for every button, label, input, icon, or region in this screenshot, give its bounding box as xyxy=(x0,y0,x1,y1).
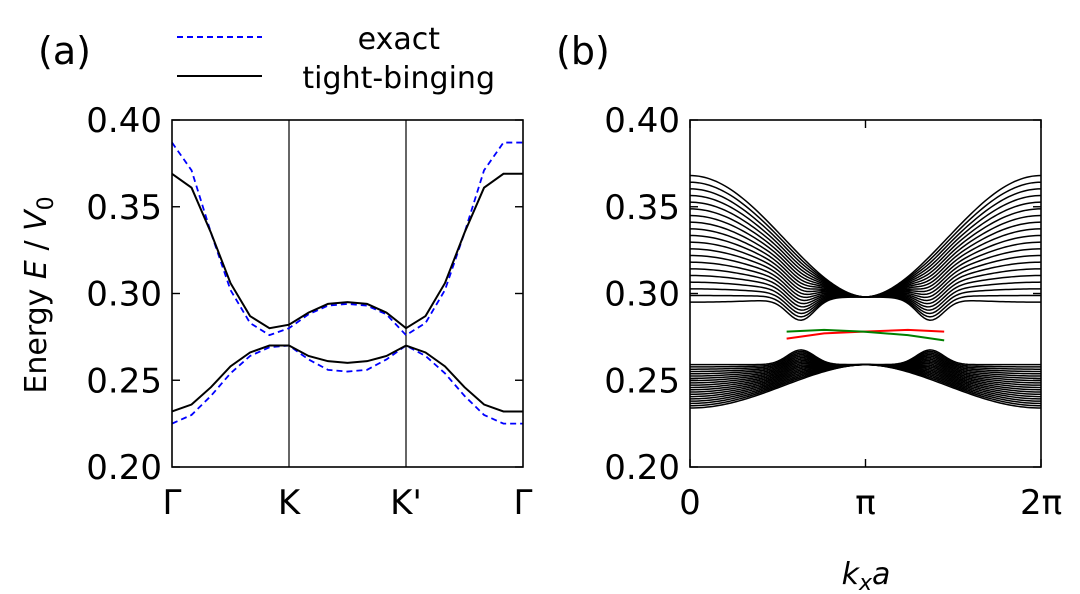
bulk-band-upper xyxy=(689,234,1042,298)
y-tick-label: 0.40 xyxy=(86,101,162,141)
legend-label-tight-binging: tight-binging xyxy=(302,61,495,96)
bulk-band-upper xyxy=(689,221,1042,298)
legend-label-exact: exact xyxy=(358,22,441,57)
y-tick-label: 0.20 xyxy=(86,448,162,488)
y-axis-label: Energy E / V0 xyxy=(19,196,59,393)
bulk-band-lower xyxy=(689,363,1042,409)
bulk-band-upper xyxy=(689,296,1041,321)
plot-area xyxy=(689,119,1042,468)
edge-state-green-line xyxy=(786,328,945,342)
x-tick-label: 0 xyxy=(679,483,701,523)
plot-frame xyxy=(171,119,524,468)
panel-a-chart: (a) exact tight-binging Energy E / V0 0.… xyxy=(19,22,533,523)
bulk-band-lower xyxy=(690,349,1041,366)
x-tick-labels: Γ K K' Γ xyxy=(163,483,533,523)
legend: exact tight-binging xyxy=(177,22,495,96)
y-tick-label: 0.25 xyxy=(604,361,680,401)
x-tick-label: π xyxy=(855,483,875,523)
panel-b-label: (b) xyxy=(556,29,610,73)
x-axis-label: kxa xyxy=(842,557,891,594)
x-tick-label: K' xyxy=(390,483,422,523)
y-tick-label: 0.35 xyxy=(604,188,680,228)
bulk-band-upper xyxy=(689,174,1042,298)
bulk-band-upper xyxy=(689,188,1042,298)
y-tick-label: 0.25 xyxy=(86,361,162,401)
bulk-band-upper xyxy=(689,268,1042,305)
y-tick-label: 0.35 xyxy=(86,188,162,228)
panel-a-label: (a) xyxy=(38,29,91,73)
plot-frame xyxy=(689,119,1042,468)
series-tight-binging-line xyxy=(171,344,523,413)
series-exact-line xyxy=(171,344,523,425)
x-tick-label: 2π xyxy=(1020,483,1062,523)
series-tight-binging-line xyxy=(171,172,523,330)
y-tick-label: 0.30 xyxy=(86,275,162,315)
y-tick-labels: 0.20 0.25 0.30 0.35 0.40 xyxy=(86,101,162,488)
series-exact-line xyxy=(171,141,523,337)
bulk-band-upper xyxy=(689,241,1042,298)
bulk-band-upper xyxy=(689,261,1042,302)
x-tick-label: Γ xyxy=(514,483,533,523)
panel-b-chart: (b) 0.20 0.25 0.30 0.35 0.40 0 π 2π kxa xyxy=(556,29,1062,594)
y-tick-label: 0.30 xyxy=(604,275,680,315)
y-tick-label: 0.40 xyxy=(604,101,680,141)
y-tick-label: 0.20 xyxy=(604,448,680,488)
y-tick-labels: 0.20 0.25 0.30 0.35 0.40 xyxy=(604,101,680,488)
plot-area xyxy=(171,119,523,468)
bulk-band-upper xyxy=(689,201,1042,298)
x-tick-label: K xyxy=(278,483,302,523)
x-tick-labels: 0 π 2π xyxy=(679,483,1062,523)
bulk-band-upper xyxy=(689,274,1042,308)
x-tick-label: Γ xyxy=(163,483,182,523)
bulk-band-upper xyxy=(690,294,1041,318)
